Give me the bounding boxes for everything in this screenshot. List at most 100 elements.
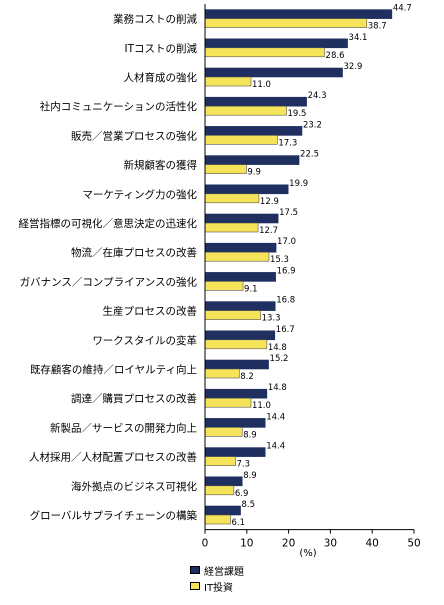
category-label: ITコストの削減 <box>124 42 197 55</box>
bar-it-toushi <box>204 105 287 116</box>
bar-it-toushi <box>204 193 260 204</box>
x-tick-label: 10 <box>240 538 253 550</box>
bar-it-toushi <box>204 339 268 350</box>
bar-it-toushi <box>204 222 259 233</box>
x-tick-label: 0 <box>202 538 209 550</box>
category-label: グローバルサプライチェーンの構築 <box>30 509 198 522</box>
bar-it-toushi <box>204 164 247 174</box>
data-label: 11.0 <box>252 80 271 90</box>
bar-keiei-kadai <box>204 388 268 399</box>
bar-it-toushi <box>204 485 235 496</box>
data-label: 8.9 <box>243 430 257 440</box>
category-label: 社内コミュニケーションの活性化 <box>40 100 198 113</box>
data-label: 14.4 <box>266 412 285 422</box>
data-label: 19.5 <box>288 109 307 119</box>
bar-it-toushi <box>204 76 252 87</box>
bars <box>204 9 393 525</box>
category-label: ガバナンス／コンプライアンスの強化 <box>20 275 198 288</box>
data-label: 16.8 <box>276 296 295 306</box>
data-label: 34.1 <box>349 33 368 43</box>
data-label: 6.9 <box>235 489 249 499</box>
bar-keiei-kadai <box>204 505 241 516</box>
data-label: 14.8 <box>268 383 287 393</box>
category-label: 物流／在庫プロセスの改善 <box>71 246 197 259</box>
data-label: 9.1 <box>244 284 258 294</box>
bar-keiei-kadai <box>204 476 243 487</box>
data-label: 17.3 <box>278 138 297 148</box>
axes: 0 10 20 30 40 50 <box>202 4 421 550</box>
data-label: 28.6 <box>326 51 345 61</box>
data-label: 17.0 <box>277 237 296 247</box>
bar-it-toushi <box>204 368 240 379</box>
bar-it-toushi <box>204 281 244 291</box>
data-label: 15.3 <box>270 255 289 265</box>
bar-it-toushi <box>204 251 270 262</box>
bar-it-toushi <box>204 135 278 145</box>
data-label: 16.7 <box>276 325 295 335</box>
category-label: 新製品／サービスの開発力向上 <box>50 421 197 434</box>
data-label: 12.7 <box>259 226 278 236</box>
legend-item: IT投資 <box>190 578 244 594</box>
bar-it-toushi <box>204 427 243 437</box>
data-label: 38.7 <box>368 22 387 32</box>
value-labels: 44.7 38.734.1 28.632.9 11.0 24.319.523.2 17.3… <box>231 4 411 528</box>
data-label: 32.9 <box>344 62 363 72</box>
bar-it-toushi <box>204 47 325 58</box>
data-label: 14.4 <box>266 442 285 452</box>
category-label: 生産プロセスの改善 <box>103 305 198 318</box>
bar-keiei-kadai <box>204 184 289 195</box>
x-tick-label: 30 <box>324 538 337 550</box>
data-label: 23.2 <box>303 120 322 130</box>
category-label: 新規顧客の獲得 <box>124 159 198 172</box>
category-label: 販売／営業プロセスの強化 <box>71 129 197 142</box>
category-label: 海外拠点のビジネス可視化 <box>71 480 197 493</box>
bar-keiei-kadai <box>204 272 276 282</box>
bar-keiei-kadai <box>204 38 348 49</box>
data-label: 12.9 <box>260 197 279 207</box>
bar-keiei-kadai <box>204 126 303 136</box>
legend: 経営課題 IT投資 <box>190 562 244 594</box>
bar-keiei-kadai <box>204 155 300 165</box>
category-label: ワークスタイルの変革 <box>92 334 197 347</box>
category-label: 業務コストの削減 <box>113 13 197 26</box>
data-label: 19.9 <box>289 179 308 189</box>
bar-it-toushi <box>204 397 252 408</box>
data-label: 22.5 <box>300 150 319 160</box>
legend-swatch-series-1 <box>190 566 200 574</box>
x-tick-label: 50 <box>407 538 420 550</box>
data-label: 8.9 <box>243 471 257 481</box>
category-labels: 業務コストの削減 ITコストの削減人材育成の強化社内コミュニケーションの活性化販売… <box>19 13 198 522</box>
category-label: 人材採用／人材配置プロセスの改善 <box>29 451 197 464</box>
legend-swatch-series-2 <box>190 582 200 590</box>
legend-label-series-1: 経営課題 <box>204 566 244 578</box>
bar-it-toushi <box>204 18 368 28</box>
data-label: 16.9 <box>277 266 296 276</box>
data-label: 13.3 <box>262 314 281 324</box>
data-label: 24.3 <box>308 91 327 101</box>
bar-keiei-kadai <box>204 359 269 370</box>
category-label: マーケティング力の強化 <box>82 188 197 201</box>
x-tick-label: 20 <box>282 538 295 550</box>
legend-item: 経営課題 <box>190 562 244 578</box>
category-label: 調達／購買プロセスの改善 <box>71 392 197 405</box>
bar-keiei-kadai <box>204 330 276 341</box>
data-label: 11.0 <box>252 401 271 411</box>
bar-keiei-kadai <box>204 9 393 19</box>
bar-keiei-kadai <box>204 447 266 457</box>
category-label: 経営指標の可視化／意思決定の迅速化 <box>19 217 198 230</box>
data-label: 14.8 <box>268 343 287 353</box>
data-label: 9.9 <box>247 168 261 178</box>
bar-it-toushi <box>204 456 236 466</box>
data-label: 7.3 <box>237 460 251 470</box>
bar-keiei-kadai <box>204 213 279 224</box>
data-label: 15.2 <box>270 354 289 364</box>
data-label: 8.2 <box>240 372 254 382</box>
bar-it-toushi <box>204 310 261 320</box>
bar-keiei-kadai <box>204 301 276 311</box>
category-label: 既存顧客の維持／ロイヤルティ向上 <box>30 363 197 376</box>
data-label: 8.5 <box>242 500 256 510</box>
bar-keiei-kadai <box>204 67 343 78</box>
bar-keiei-kadai <box>204 418 266 428</box>
legend-label-series-2: IT投資 <box>204 582 234 594</box>
